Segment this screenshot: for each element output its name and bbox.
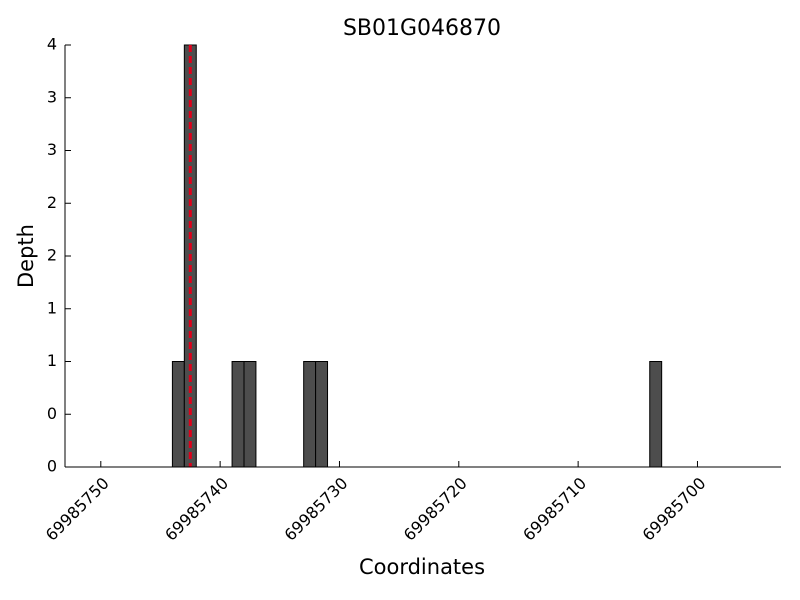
x-tick-label: 69985730: [280, 474, 351, 545]
y-tick-label: 1: [47, 351, 57, 370]
x-tick-label: 69985720: [400, 474, 471, 545]
y-tick-label: 1: [47, 298, 57, 317]
y-tick-label: 2: [47, 246, 57, 265]
y-tick-label: 3: [47, 140, 57, 159]
y-tick-label: 0: [47, 457, 57, 476]
y-tick-label: 4: [47, 35, 57, 54]
bar: [303, 361, 317, 468]
x-tick-label: 69985710: [519, 474, 590, 545]
y-axis-label: Depth: [14, 224, 38, 288]
bar: [171, 361, 185, 468]
y-tick-label: 3: [47, 87, 57, 106]
x-tick-label: 69985750: [42, 474, 113, 545]
chart-title: SB01G046870: [343, 16, 501, 41]
bar: [231, 361, 245, 468]
bar: [649, 361, 663, 468]
y-tick-label: 0: [47, 404, 57, 423]
bar: [315, 361, 329, 468]
bar: [243, 361, 257, 468]
x-tick-label: 69985700: [638, 474, 709, 545]
x-tick-label: 69985740: [161, 474, 232, 545]
x-axis-label: Coordinates: [359, 555, 485, 579]
y-tick-label: 2: [47, 193, 57, 212]
